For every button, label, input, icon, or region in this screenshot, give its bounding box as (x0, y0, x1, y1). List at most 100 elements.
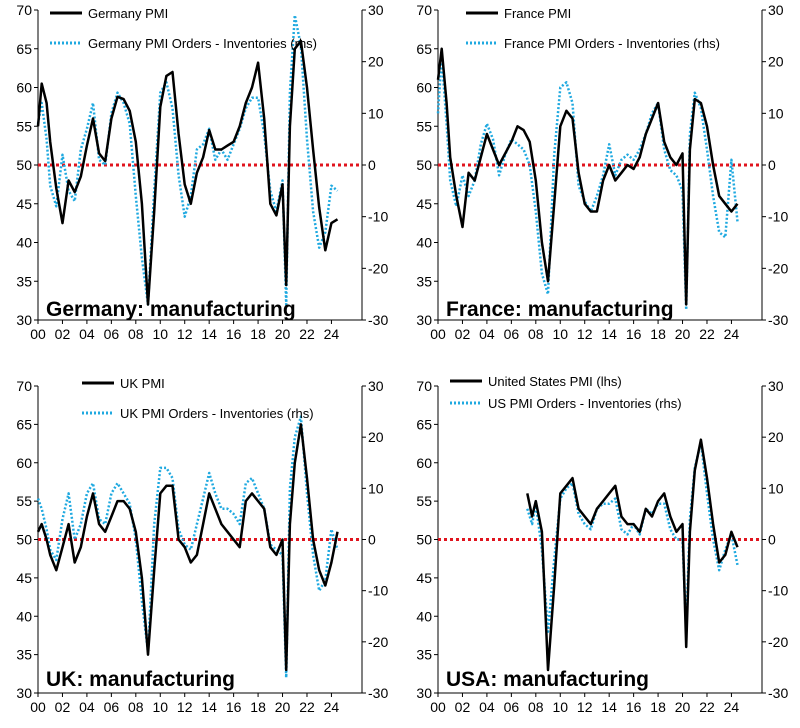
legend-label: France PMI Orders - Inventories (rhs) (504, 36, 720, 51)
left-tick-label: 55 (416, 493, 432, 509)
x-tick-label: 24 (324, 326, 340, 342)
x-tick-label: 04 (479, 699, 495, 715)
right-tick-label: 30 (368, 378, 384, 394)
right-tick-label: -30 (768, 312, 788, 328)
right-tick-label: -20 (368, 260, 388, 276)
right-tick-label: -10 (368, 583, 388, 599)
x-tick-label: 20 (675, 699, 691, 715)
right-tick-label: 30 (768, 2, 784, 18)
x-tick-label: 10 (552, 326, 568, 342)
x-tick-label: 18 (650, 699, 666, 715)
x-tick-label: 22 (699, 699, 715, 715)
left-tick-label: 35 (416, 647, 432, 663)
left-tick-label: 55 (416, 118, 432, 134)
x-tick-label: 16 (626, 699, 642, 715)
left-tick-label: 70 (16, 2, 32, 18)
x-tick-label: 12 (577, 699, 593, 715)
x-tick-label: 06 (104, 326, 120, 342)
right-tick-label: 0 (368, 157, 376, 173)
x-tick-label: 20 (275, 326, 291, 342)
legend-label: United States PMI (lhs) (488, 374, 622, 389)
right-tick-label: 10 (368, 105, 384, 121)
right-tick-label: 0 (768, 532, 776, 548)
x-tick-label: 18 (650, 326, 666, 342)
x-tick-label: 10 (152, 699, 168, 715)
x-tick-label: 14 (201, 326, 217, 342)
right-tick-label: -10 (368, 209, 388, 225)
left-tick-label: 65 (416, 41, 432, 57)
x-tick-label: 16 (226, 326, 242, 342)
x-tick-label: 04 (79, 699, 95, 715)
series-line-france-pmi-orders-inventories-rhs (436, 55, 739, 311)
right-tick-label: -20 (768, 260, 788, 276)
x-tick-label: 02 (55, 699, 71, 715)
right-tick-label: 10 (768, 105, 784, 121)
left-tick-label: 40 (16, 235, 32, 251)
x-tick-label: 02 (455, 699, 471, 715)
left-tick-label: 45 (416, 570, 432, 586)
left-tick-label: 40 (16, 608, 32, 624)
x-tick-label: 08 (528, 699, 544, 715)
left-tick-label: 50 (416, 157, 432, 173)
left-tick-label: 30 (16, 685, 32, 701)
left-tick-label: 70 (416, 2, 432, 18)
x-tick-label: 10 (152, 326, 168, 342)
x-tick-label: 02 (55, 326, 71, 342)
right-tick-label: -30 (368, 312, 388, 328)
left-tick-label: 50 (416, 532, 432, 548)
left-tick-label: 55 (16, 118, 32, 134)
left-tick-label: 45 (16, 570, 32, 586)
x-tick-label: 14 (201, 699, 217, 715)
x-tick-label: 20 (675, 326, 691, 342)
right-tick-label: 30 (368, 2, 384, 18)
left-tick-label: 70 (16, 378, 32, 394)
left-tick-label: 40 (416, 235, 432, 251)
right-tick-label: -30 (368, 685, 388, 701)
left-tick-label: 30 (16, 312, 32, 328)
left-tick-label: 65 (16, 416, 32, 432)
x-tick-label: 22 (299, 326, 315, 342)
left-tick-label: 60 (416, 455, 432, 471)
x-tick-label: 22 (699, 326, 715, 342)
x-tick-label: 22 (299, 699, 315, 715)
x-tick-label: 00 (430, 326, 446, 342)
right-tick-label: -20 (768, 634, 788, 650)
panel-title: Germany: manufacturing (46, 298, 296, 321)
left-tick-label: 40 (416, 608, 432, 624)
x-tick-label: 24 (724, 326, 740, 342)
panel-title: UK: manufacturing (46, 668, 235, 691)
legend-label: Germany PMI (88, 6, 168, 21)
right-tick-label: 0 (768, 157, 776, 173)
legend-label: Germany PMI Orders - Inventories (rhs) (88, 36, 317, 51)
x-tick-label: 14 (601, 326, 617, 342)
legend-label: UK PMI (120, 376, 165, 391)
series-line-france-pmi (436, 47, 739, 306)
x-tick-label: 04 (79, 326, 95, 342)
right-tick-label: 20 (368, 54, 384, 70)
left-tick-label: 60 (16, 455, 32, 471)
left-tick-label: 45 (16, 196, 32, 212)
x-tick-label: 00 (430, 699, 446, 715)
right-tick-label: -10 (768, 209, 788, 225)
right-tick-label: -10 (768, 583, 788, 599)
x-tick-label: 16 (226, 699, 242, 715)
right-tick-label: 0 (368, 532, 376, 548)
left-tick-label: 50 (16, 532, 32, 548)
left-tick-label: 50 (16, 157, 32, 173)
x-tick-label: 08 (528, 326, 544, 342)
left-tick-label: 35 (416, 273, 432, 289)
x-tick-label: 20 (275, 699, 291, 715)
x-tick-label: 12 (177, 699, 193, 715)
series-line-uk-pmi-orders-inventories-rhs (36, 415, 339, 679)
panel-title: France: manufacturing (446, 298, 674, 321)
x-tick-label: 08 (128, 326, 144, 342)
right-tick-label: -20 (368, 634, 388, 650)
right-tick-label: 20 (768, 429, 784, 445)
x-tick-label: 16 (626, 326, 642, 342)
right-tick-label: 10 (368, 480, 384, 496)
